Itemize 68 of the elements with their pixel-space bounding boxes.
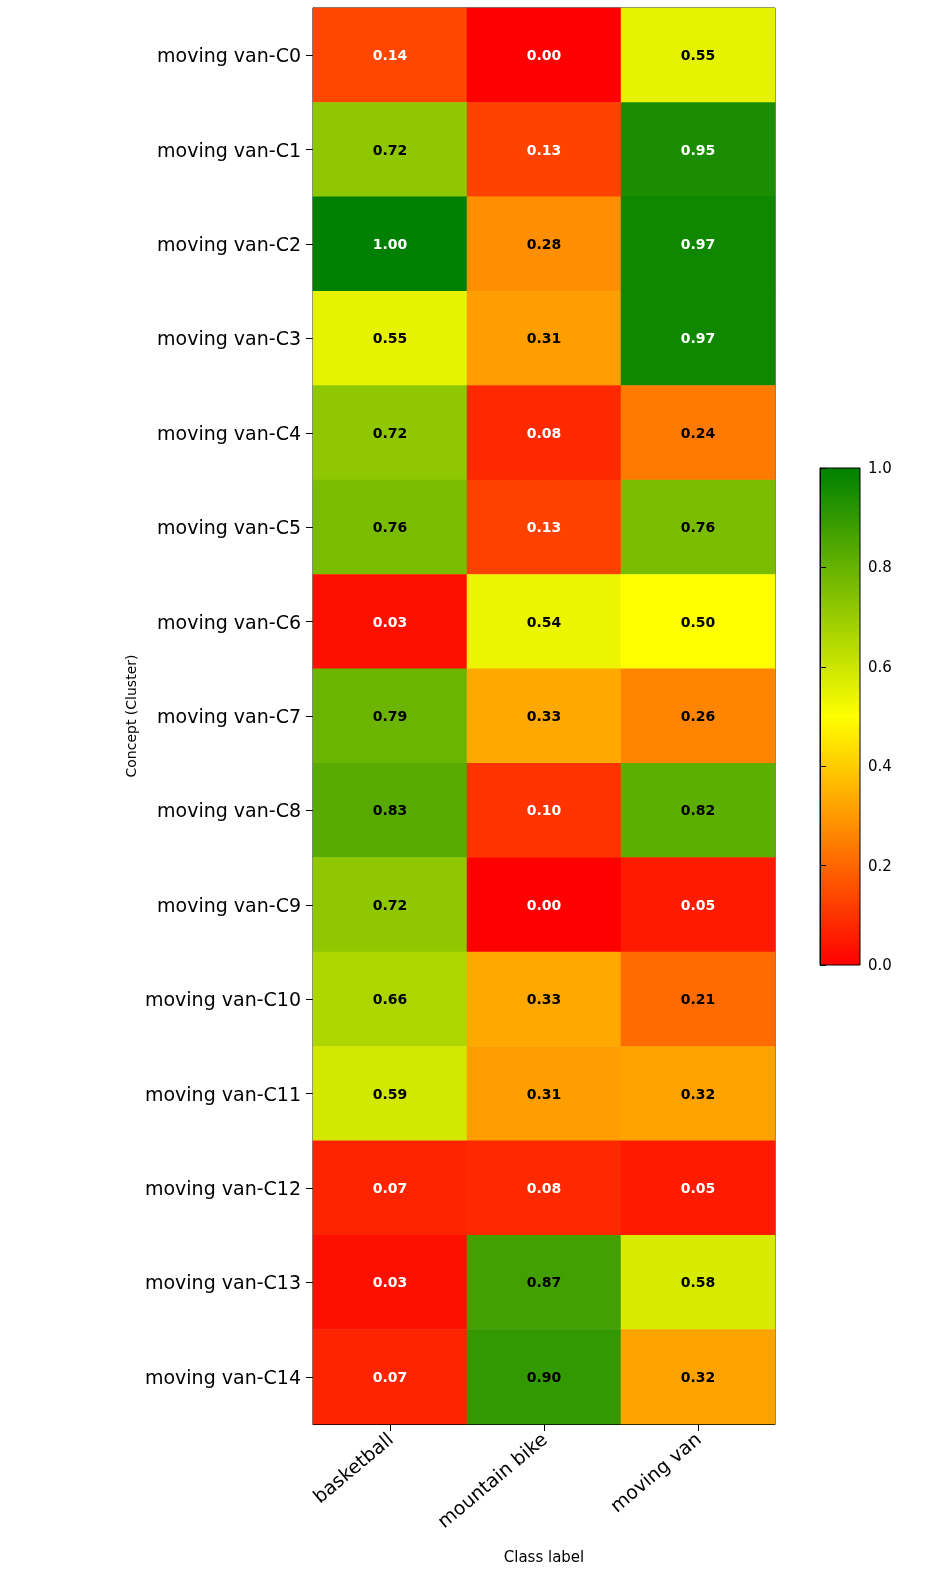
data-label: 0.05 [680, 896, 716, 913]
y-tick-label: moving van-C1 [157, 138, 301, 161]
y-tick-label: moving van-C12 [144, 1177, 301, 1199]
data-label: 0.55 [680, 47, 716, 64]
data-label: 0.58 [680, 1274, 716, 1291]
y-tick-label: moving van-C13 [144, 1271, 301, 1294]
color-bar-label: 0.4 [868, 757, 892, 776]
data-label: 0.07 [372, 1368, 408, 1385]
data-label: 0.72 [372, 141, 408, 158]
data-label: 0.10 [526, 802, 562, 819]
y-tick-label: moving van-C11 [144, 1082, 301, 1105]
data-label: 0.87 [526, 1274, 562, 1291]
y-tick-label: moving van-C4 [157, 421, 301, 444]
data-label: 0.72 [372, 896, 408, 913]
y-tick-label: moving van-C3 [157, 327, 301, 350]
data-label: 0.31 [526, 1085, 562, 1102]
data-label: 0.03 [372, 613, 408, 630]
data-label: 0.97 [680, 236, 716, 252]
data-label: 0.07 [372, 1180, 408, 1196]
data-label: 0.13 [526, 141, 562, 158]
y-axis-title: Concept (Cluster) [123, 654, 139, 778]
color-bar-label: 0.2 [868, 856, 892, 875]
data-label: 0.08 [526, 1180, 562, 1196]
data-label: 0.66 [372, 991, 408, 1008]
y-tick-label: moving van-C14 [144, 1365, 301, 1388]
data-label: 0.05 [680, 1180, 716, 1196]
color-bar-label: 0.0 [868, 956, 892, 974]
data-label: 0.82 [680, 802, 716, 819]
data-label: 0.33 [526, 708, 562, 724]
data-label: 0.03 [372, 1274, 408, 1291]
data-label: 0.90 [526, 1368, 562, 1385]
data-label: 0.55 [372, 330, 408, 347]
data-label: 0.97 [680, 330, 716, 347]
data-label: 0.59 [372, 1085, 408, 1102]
y-tick-label: moving van-C7 [157, 705, 301, 727]
data-label: 0.83 [372, 802, 408, 819]
y-tick-label: moving van-C5 [157, 516, 301, 539]
y-tick-label: moving van-C6 [157, 610, 301, 633]
data-label: 0.08 [526, 424, 562, 441]
data-label: 0.00 [526, 47, 562, 64]
data-label: 0.24 [680, 424, 716, 441]
y-tick-label: moving van-C9 [157, 893, 301, 916]
data-label: 0.13 [526, 519, 562, 536]
data-label: 0.00 [526, 896, 562, 913]
data-label: 0.32 [680, 1368, 716, 1385]
data-label: 0.32 [680, 1085, 716, 1102]
data-label: 0.21 [680, 991, 716, 1008]
data-label: 0.28 [526, 236, 562, 252]
data-label: 0.72 [372, 424, 408, 441]
y-tick-label: moving van-C10 [144, 988, 301, 1011]
data-label: 0.26 [680, 708, 716, 724]
color-bar-label: 1.0 [868, 459, 892, 477]
data-label: 0.95 [680, 141, 716, 158]
color-bar-label: 0.8 [868, 558, 892, 577]
data-label: 0.79 [372, 708, 408, 724]
data-label: 0.76 [372, 519, 408, 536]
data-label: 0.50 [680, 613, 716, 630]
y-tick-label: moving van-C0 [157, 44, 301, 67]
data-label: 0.33 [526, 991, 562, 1008]
data-label: 1.00 [372, 236, 408, 252]
data-label: 0.76 [680, 519, 716, 536]
data-label: 0.54 [526, 613, 562, 630]
color-bar-label: 0.6 [868, 657, 892, 676]
y-tick-label: moving van-C2 [157, 233, 301, 255]
x-axis-title: Class label [503, 1547, 585, 1566]
y-tick-label: moving van-C8 [157, 799, 301, 822]
data-label: 0.14 [372, 47, 408, 64]
data-label: 0.31 [526, 330, 562, 347]
